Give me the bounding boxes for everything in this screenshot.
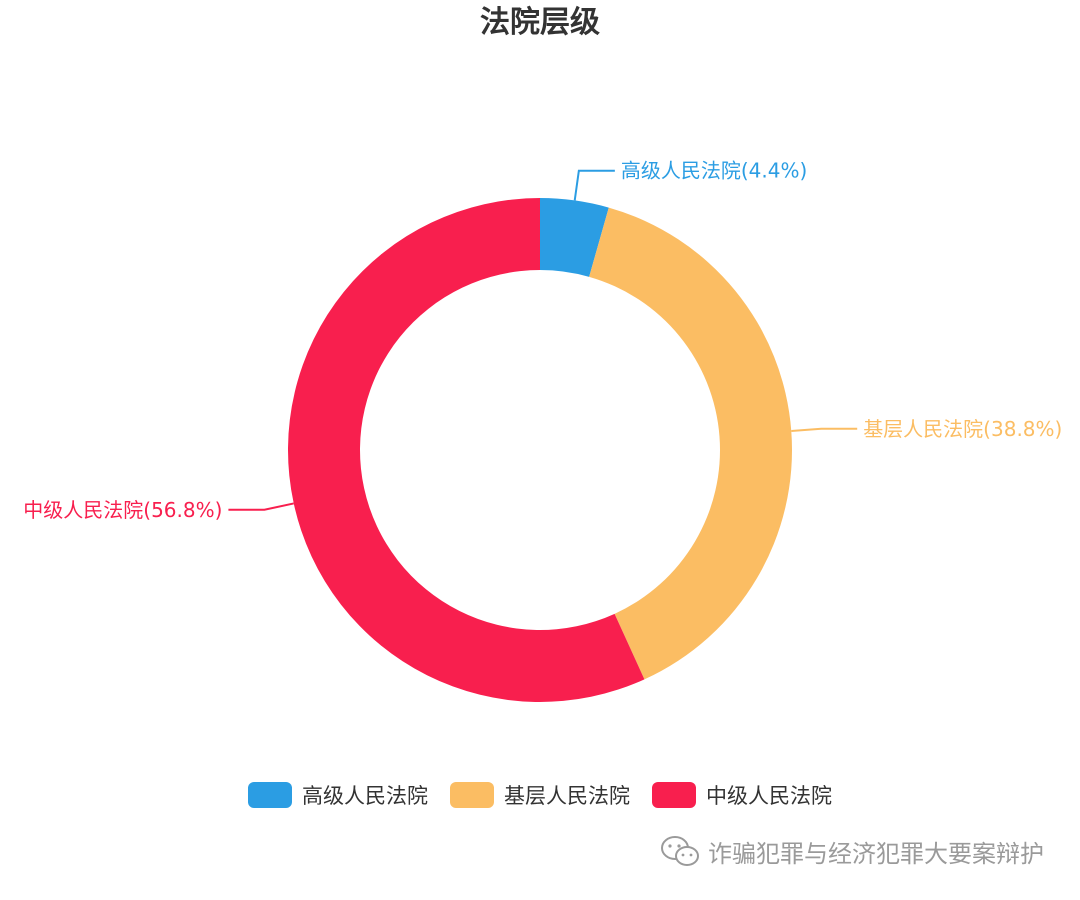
chart-title: 法院层级 — [480, 5, 600, 40]
slice-label-1: 基层人民法院(38.8%) — [863, 417, 1062, 441]
legend-swatch — [652, 782, 696, 808]
leader-line-1 — [791, 427, 858, 433]
slice-label-0: 高级人民法院(4.4%) — [621, 159, 807, 183]
chart-legend: 高级人民法院 基层人民法院 中级人民法院 — [0, 780, 1080, 810]
leader-line-0 — [573, 169, 615, 201]
slice-label-2: 中级人民法院(56.8%) — [23, 498, 222, 522]
watermark-text: 诈骗犯罪与经济犯罪大要案辩护 — [708, 840, 1044, 868]
donut-chart: 高级人民法院(4.4%) 基层人民法院(38.8%) 中级人民法院(56.8%) — [23, 159, 1062, 702]
legend-label: 基层人民法院 — [504, 784, 630, 808]
legend-swatch — [248, 782, 292, 808]
legend-label: 高级人民法院 — [302, 784, 428, 808]
legend-swatch — [450, 782, 494, 808]
slice-0[interactable] — [540, 198, 609, 277]
slice-labels: 高级人民法院(4.4%) 基层人民法院(38.8%) 中级人民法院(56.8%) — [23, 159, 1062, 522]
slice-1[interactable] — [589, 207, 793, 680]
leader-line-2 — [228, 502, 294, 511]
legend-item-intermediate-court[interactable]: 中级人民法院 — [652, 780, 832, 810]
legend-label: 中级人民法院 — [706, 784, 832, 808]
donut-slices — [288, 198, 793, 702]
watermark: 诈骗犯罪与经济犯罪大要案辩护 — [660, 834, 1044, 869]
legend-item-basic-court[interactable]: 基层人民法院 — [450, 780, 630, 810]
slice-2[interactable] — [288, 198, 645, 702]
legend-item-high-court[interactable]: 高级人民法院 — [248, 780, 428, 810]
wechat-icon — [660, 835, 700, 869]
